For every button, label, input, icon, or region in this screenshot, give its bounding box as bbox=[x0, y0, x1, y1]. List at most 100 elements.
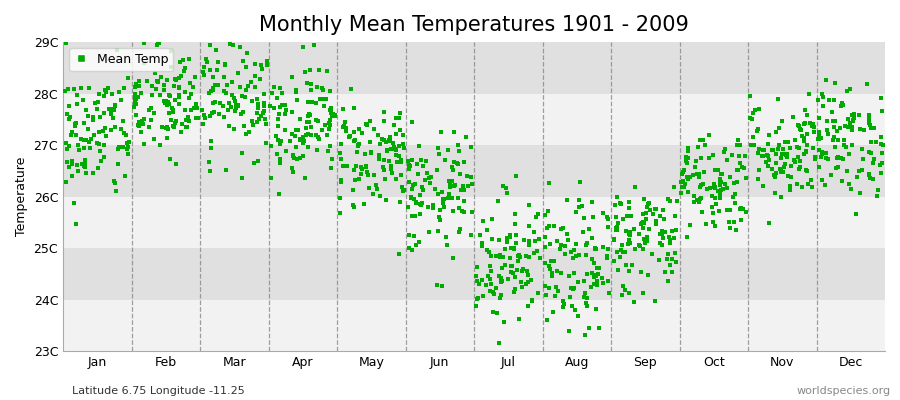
Point bbox=[564, 249, 579, 256]
Point bbox=[153, 92, 167, 98]
Point bbox=[751, 125, 765, 132]
Point bbox=[258, 140, 273, 147]
Point bbox=[527, 229, 542, 236]
Point bbox=[454, 226, 468, 232]
Point bbox=[779, 150, 794, 157]
Point bbox=[797, 150, 812, 157]
Point bbox=[795, 184, 809, 190]
Point bbox=[289, 144, 303, 150]
Point bbox=[769, 129, 783, 136]
Point bbox=[204, 88, 219, 94]
Point bbox=[298, 69, 312, 75]
Point bbox=[334, 179, 348, 186]
Point bbox=[260, 58, 274, 64]
Point bbox=[293, 136, 308, 142]
Point bbox=[189, 115, 203, 122]
Point bbox=[493, 294, 508, 301]
Point bbox=[716, 186, 730, 192]
Point bbox=[681, 148, 696, 154]
Point bbox=[622, 237, 636, 244]
Point bbox=[835, 99, 850, 106]
Point bbox=[310, 117, 324, 124]
Point bbox=[498, 262, 512, 268]
Point bbox=[792, 122, 806, 129]
Point bbox=[244, 78, 258, 85]
Point bbox=[768, 174, 782, 180]
Point bbox=[256, 107, 271, 114]
Point bbox=[336, 163, 350, 169]
Point bbox=[395, 184, 410, 191]
Point bbox=[622, 230, 636, 237]
Point bbox=[111, 146, 125, 152]
Point bbox=[217, 88, 231, 94]
Bar bbox=[63, 145, 885, 197]
Point bbox=[273, 85, 287, 91]
Point bbox=[211, 59, 225, 66]
Point bbox=[824, 172, 838, 179]
Point bbox=[582, 226, 597, 232]
Point bbox=[724, 152, 739, 159]
Point bbox=[251, 101, 266, 108]
Point bbox=[851, 112, 866, 118]
Point bbox=[406, 182, 420, 188]
Point bbox=[579, 241, 593, 248]
Point bbox=[159, 101, 174, 108]
Text: worldspecies.org: worldspecies.org bbox=[796, 386, 891, 396]
Point bbox=[111, 161, 125, 167]
Point bbox=[834, 178, 849, 184]
Point bbox=[94, 158, 109, 164]
Point bbox=[128, 98, 142, 104]
Point bbox=[482, 288, 497, 294]
Point bbox=[625, 262, 639, 269]
Point bbox=[508, 240, 523, 246]
Point bbox=[86, 114, 100, 120]
Point bbox=[202, 90, 216, 96]
Point bbox=[112, 144, 126, 150]
Point bbox=[323, 106, 338, 113]
Point bbox=[853, 190, 868, 196]
Point bbox=[235, 93, 249, 100]
Point bbox=[486, 309, 500, 315]
Point bbox=[377, 118, 392, 124]
Point bbox=[621, 268, 635, 274]
Point bbox=[272, 111, 286, 117]
Point bbox=[81, 126, 95, 132]
Point bbox=[792, 144, 806, 151]
Point bbox=[273, 104, 287, 110]
Point bbox=[352, 176, 366, 182]
Point bbox=[702, 154, 716, 161]
Point bbox=[828, 118, 842, 124]
Point bbox=[589, 306, 603, 312]
Point bbox=[575, 202, 590, 209]
Point bbox=[820, 118, 834, 124]
Point bbox=[649, 206, 663, 212]
Point bbox=[377, 109, 392, 115]
Point bbox=[798, 107, 813, 113]
Point bbox=[733, 160, 747, 166]
Point bbox=[861, 149, 876, 156]
Point bbox=[814, 150, 829, 157]
Point bbox=[149, 42, 164, 48]
Point bbox=[774, 151, 788, 158]
Point bbox=[135, 118, 149, 124]
Point bbox=[641, 272, 655, 278]
Point bbox=[580, 295, 594, 302]
Point bbox=[572, 197, 586, 203]
Point bbox=[151, 79, 166, 85]
Point bbox=[861, 172, 876, 178]
Point bbox=[492, 236, 507, 243]
Point bbox=[355, 166, 369, 172]
Point bbox=[624, 213, 638, 220]
Point bbox=[393, 127, 408, 133]
Point bbox=[676, 169, 690, 175]
Point bbox=[303, 66, 318, 73]
Point bbox=[157, 87, 171, 93]
Point bbox=[195, 107, 210, 113]
Point bbox=[78, 170, 93, 176]
Point bbox=[760, 152, 774, 158]
Point bbox=[389, 115, 403, 122]
Point bbox=[344, 86, 358, 92]
Point bbox=[538, 243, 553, 250]
Point bbox=[349, 163, 364, 169]
Point bbox=[577, 215, 591, 221]
